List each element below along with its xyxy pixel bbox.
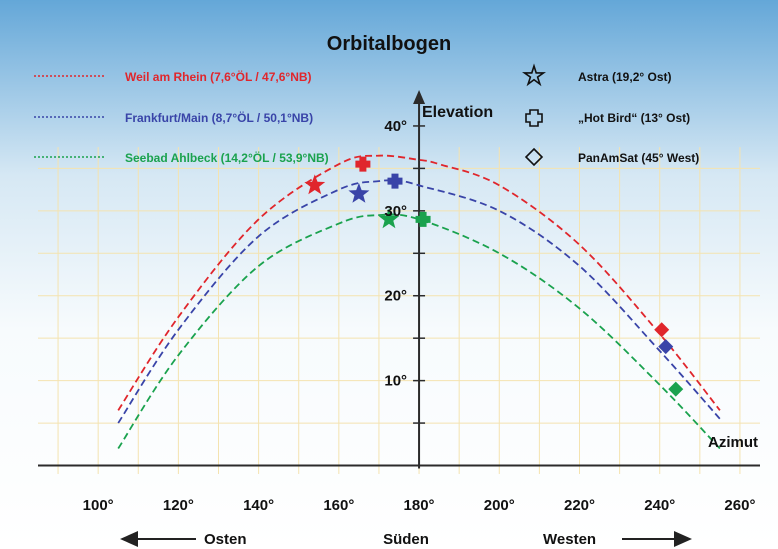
satellite-markers bbox=[304, 156, 684, 397]
direction-east: Osten bbox=[204, 531, 247, 548]
cross-icon bbox=[525, 109, 543, 127]
y-axis-arrow-icon bbox=[413, 90, 426, 104]
direction-labels: Osten Süden Westen bbox=[120, 531, 692, 548]
marker-star-icon bbox=[304, 174, 326, 195]
legend-label-hotbird: „Hot Bird“ (13° Ost) bbox=[578, 111, 690, 125]
axes bbox=[38, 90, 760, 469]
y-tick-labels: 10° 20° 30° 40° bbox=[384, 118, 407, 390]
x-tick-label: 240° bbox=[644, 497, 675, 514]
legend-label-panamsat: PanAmSat (45° West) bbox=[578, 151, 699, 165]
series-line-0 bbox=[117, 154, 721, 411]
marker-diamond-icon bbox=[658, 339, 674, 355]
y-tick-label: 10° bbox=[384, 373, 407, 390]
x-tick-label: 220° bbox=[564, 497, 595, 514]
x-tick-label: 260° bbox=[724, 497, 755, 514]
legend-label-ahlbeck: Seebad Ahlbeck (14,2°ÖL / 53,9°NB) bbox=[125, 150, 329, 165]
x-tick-label: 140° bbox=[243, 497, 274, 514]
x-tick-labels: 100° 120° 140° 160° 180° 200° 220° 240° 260° bbox=[83, 497, 756, 514]
marker-diamond-icon bbox=[668, 381, 684, 397]
x-tick-label: 120° bbox=[163, 497, 194, 514]
marker-star-icon bbox=[378, 208, 400, 229]
marker-cross-icon bbox=[355, 156, 371, 172]
legend-satellites: Astra (19,2° Ost) „Hot Bird“ (13° Ost) P… bbox=[521, 63, 699, 167]
x-tick-label: 200° bbox=[484, 497, 515, 514]
y-tick-label: 30° bbox=[384, 203, 407, 220]
legend-cities: Weil am Rhein (7,6°ÖL / 47,6°NB) Frankfu… bbox=[34, 69, 329, 165]
x-tick-label: 160° bbox=[323, 497, 354, 514]
x-tick-label: 100° bbox=[83, 497, 114, 514]
series-line-2 bbox=[117, 213, 721, 450]
marker-cross-icon bbox=[387, 173, 403, 189]
marker-cross-icon bbox=[415, 211, 431, 227]
chart-title: Orbitalbogen bbox=[327, 33, 451, 55]
legend-label-frankfurt: Frankfurt/Main (8,7°ÖL / 50,1°NB) bbox=[125, 110, 313, 125]
y-tick-label: 20° bbox=[384, 288, 407, 305]
direction-south: Süden bbox=[383, 531, 429, 548]
legend-label-weil: Weil am Rhein (7,6°ÖL / 47,6°NB) bbox=[125, 69, 312, 84]
diamond-icon bbox=[524, 147, 544, 167]
direction-west: Westen bbox=[543, 531, 596, 548]
x-tick-label: 180° bbox=[404, 497, 435, 514]
x-axis-label: Azimut bbox=[708, 434, 758, 451]
y-axis-label: Elevation bbox=[422, 104, 493, 121]
marker-star-icon bbox=[348, 182, 370, 203]
y-tick-label: 40° bbox=[384, 118, 407, 135]
legend-label-astra: Astra (19,2° Ost) bbox=[578, 70, 672, 84]
marker-diamond-icon bbox=[654, 322, 670, 338]
star-icon bbox=[521, 63, 547, 87]
